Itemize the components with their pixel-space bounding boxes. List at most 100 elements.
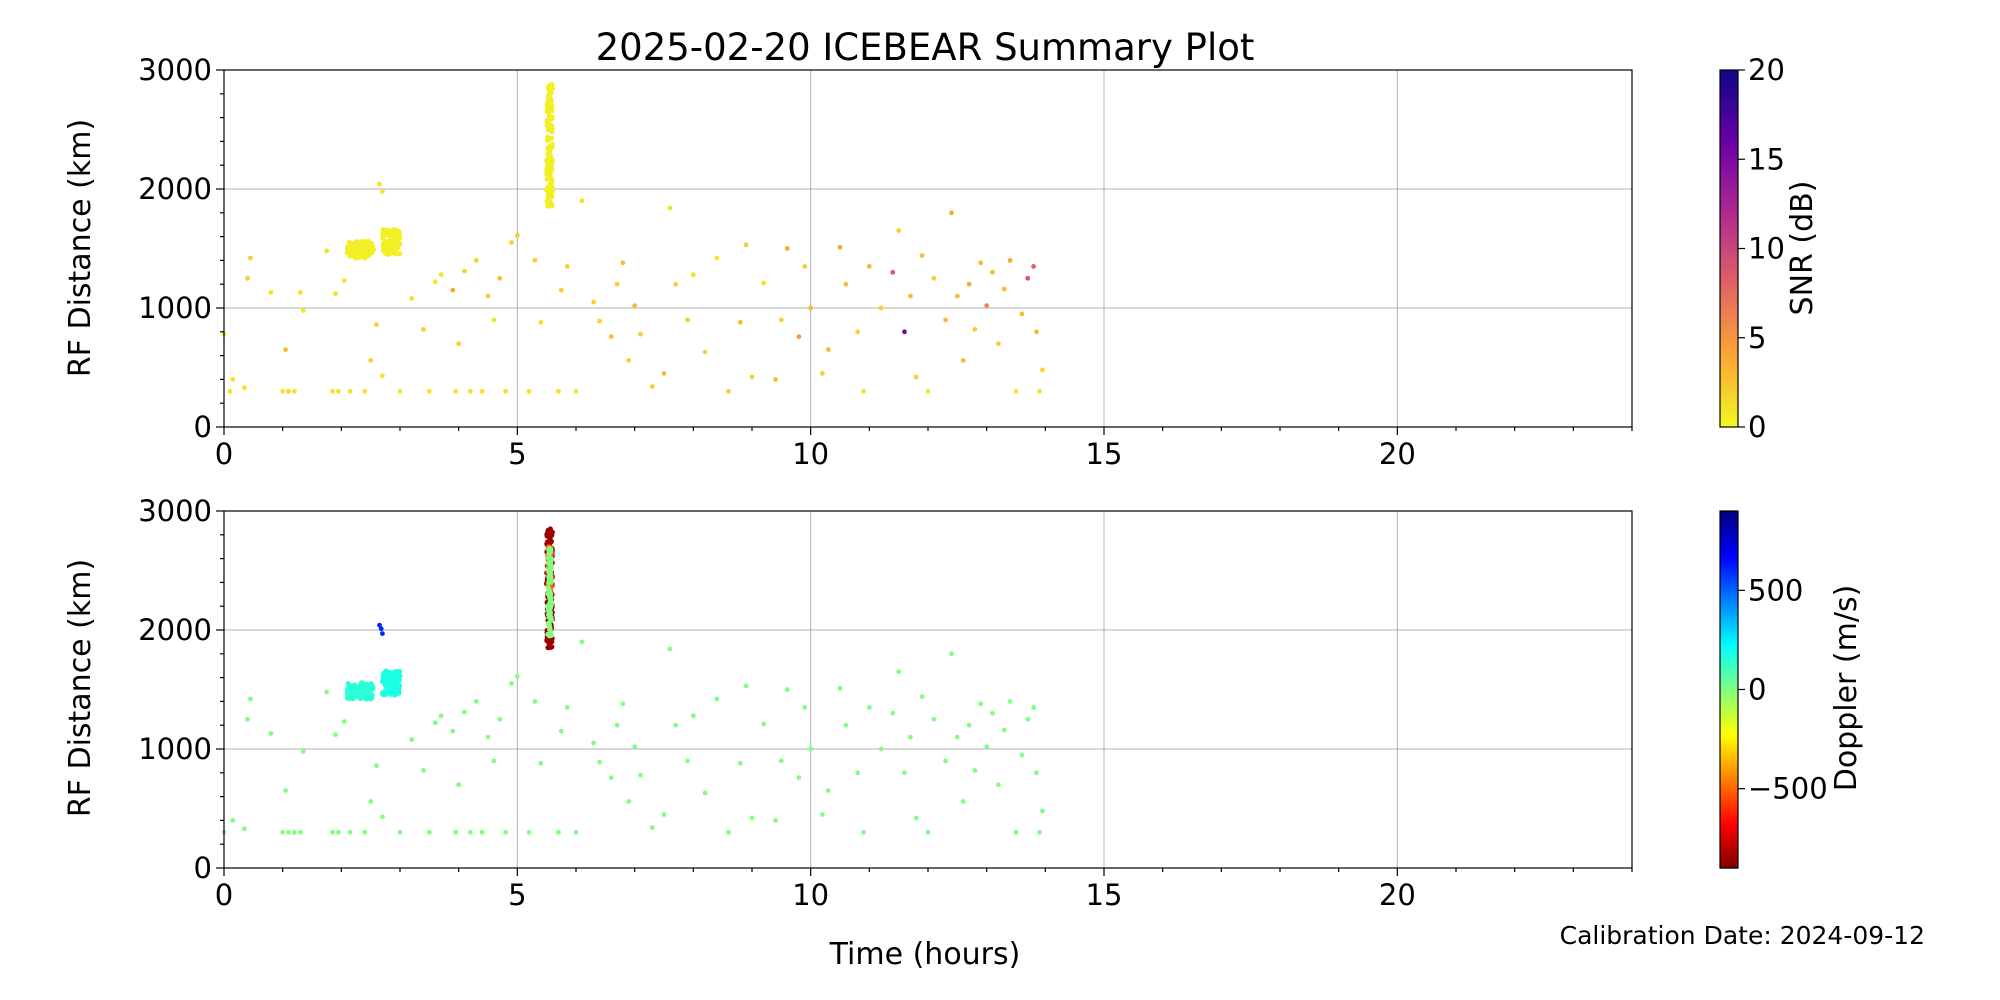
data-point — [702, 349, 708, 355]
colorbar-segment — [1720, 743, 1738, 747]
colorbar-segment — [1720, 838, 1738, 842]
data-point — [497, 275, 503, 281]
cluster-point — [546, 545, 552, 552]
data-point — [737, 319, 743, 325]
cluster-point — [546, 555, 552, 561]
colorbar-segment — [1720, 191, 1738, 196]
colorbar-segment — [1720, 665, 1738, 670]
cluster-point — [549, 189, 555, 195]
cluster-point — [546, 569, 552, 575]
data-point — [925, 829, 931, 835]
data-point — [743, 242, 749, 248]
data-point — [908, 293, 913, 299]
colorbar-segment — [1720, 102, 1738, 107]
colorbar-segment — [1720, 308, 1738, 312]
colorbar-segment — [1720, 129, 1738, 134]
data-point — [949, 651, 954, 657]
cluster-point — [545, 539, 551, 545]
data-point — [614, 722, 620, 728]
colorbar-segment — [1720, 138, 1738, 143]
cluster-point — [381, 672, 387, 678]
y-tick-label: 1000 — [138, 732, 212, 766]
colorbar-segment — [1720, 754, 1738, 759]
data-point — [556, 388, 561, 394]
colorbar-segment — [1720, 826, 1738, 830]
y-tick-label: 0 — [194, 410, 212, 444]
data-point — [1007, 699, 1013, 704]
y-tick-label: 3000 — [138, 53, 212, 87]
colorbar-segment — [1720, 573, 1738, 578]
data-point — [438, 272, 444, 278]
data-point — [866, 705, 872, 710]
data-point — [908, 734, 913, 740]
colorbar-segment — [1720, 174, 1738, 178]
cluster-point — [549, 532, 555, 538]
colorbar-segment — [1720, 197, 1738, 202]
cluster-point — [395, 671, 402, 677]
cluster-point — [364, 681, 370, 687]
colorbar-segment — [1720, 811, 1738, 816]
colorbar-segment — [1720, 159, 1738, 163]
colorbar-segment — [1720, 680, 1738, 685]
data-point — [230, 818, 236, 823]
colorbar-segment — [1720, 287, 1738, 291]
data-point — [667, 205, 673, 211]
data-point — [949, 210, 954, 216]
colorbar-segment — [1720, 111, 1738, 116]
y-tick-label: 2000 — [138, 172, 212, 206]
data-point — [297, 829, 303, 835]
colorbar-segment — [1720, 630, 1738, 634]
colorbar-segment — [1720, 710, 1738, 714]
data-point — [632, 744, 638, 749]
data-point — [773, 818, 778, 823]
data-point — [380, 373, 385, 379]
cluster-point — [364, 243, 371, 249]
colorbar-segment — [1720, 322, 1738, 327]
data-point — [374, 322, 379, 328]
cluster-point — [363, 249, 369, 255]
cluster-point — [381, 247, 387, 253]
data-point — [491, 758, 497, 764]
colorbar-segment — [1720, 135, 1738, 140]
colorbar-segment — [1720, 707, 1738, 711]
colorbar-segment — [1720, 534, 1738, 539]
colorbar-segment — [1720, 751, 1738, 756]
colorbar-segment — [1720, 162, 1738, 166]
colorbar-segment — [1720, 543, 1738, 548]
colorbar-segment — [1720, 662, 1738, 667]
data-point — [380, 189, 385, 194]
cluster-point — [347, 683, 353, 689]
data-point — [861, 829, 866, 835]
colorbar-segment — [1720, 856, 1738, 860]
cluster-point — [393, 232, 399, 238]
colorbar-segment — [1720, 585, 1738, 589]
data-point — [649, 384, 655, 389]
cluster-point — [350, 696, 356, 702]
data-point — [954, 293, 960, 299]
colorbar-segment — [1720, 337, 1738, 342]
colorbar-segment — [1720, 281, 1738, 285]
data-point — [421, 768, 426, 773]
colorbar-segment — [1720, 346, 1738, 351]
data-point — [778, 758, 784, 764]
data-point — [978, 701, 984, 707]
data-point — [526, 829, 532, 835]
colorbar-segment — [1720, 835, 1738, 839]
data-point — [685, 317, 690, 323]
colorbar-segment — [1720, 260, 1738, 264]
colorbar-segment — [1720, 802, 1738, 807]
data-point — [268, 731, 274, 736]
data-point — [690, 713, 696, 719]
data-point — [397, 388, 403, 394]
plot-frame — [223, 510, 1633, 869]
colorbar-segment — [1720, 841, 1738, 845]
data-point — [837, 244, 843, 250]
data-point — [796, 775, 802, 780]
colorbar-segment — [1720, 561, 1738, 566]
colorbar-segment — [1720, 859, 1738, 863]
colorbar-segment — [1720, 511, 1738, 515]
data-point — [919, 253, 925, 258]
colorbar-segment — [1720, 263, 1738, 267]
colorbar-segment — [1720, 355, 1738, 360]
colorbar-segment — [1720, 230, 1738, 235]
